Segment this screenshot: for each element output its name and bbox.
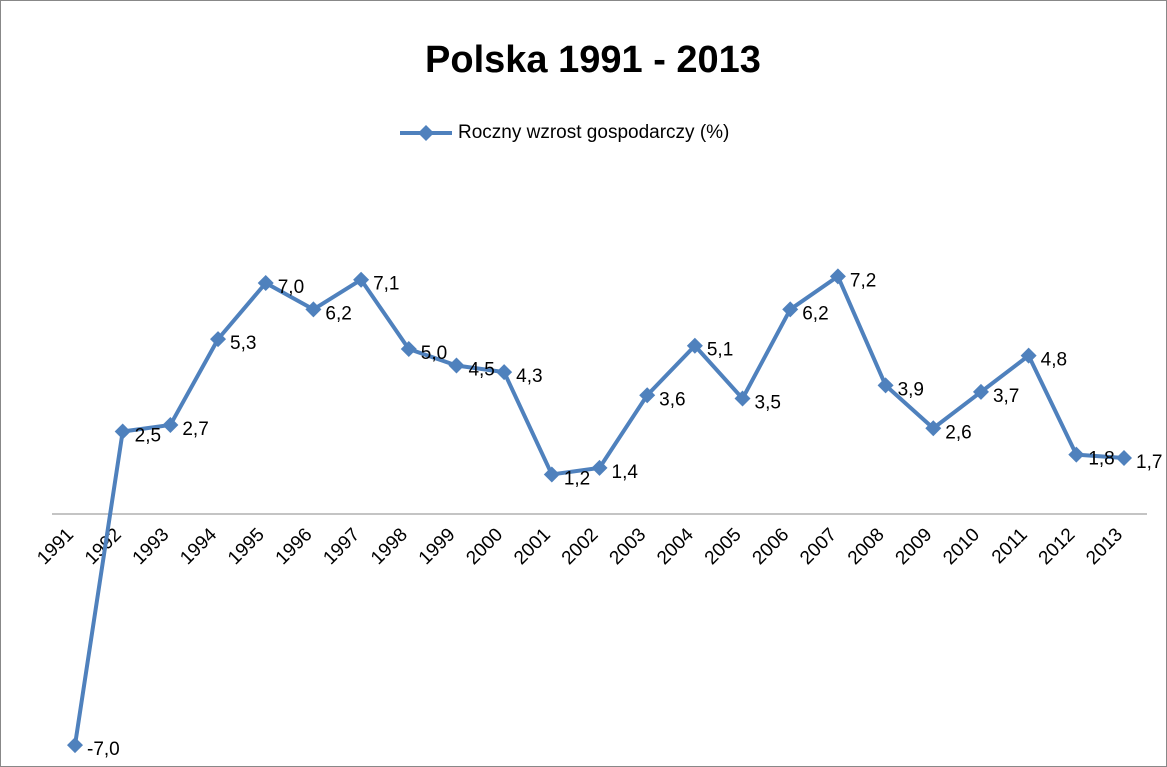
chart-title: Polska 1991 - 2013 [425,39,761,81]
point-marker [1116,449,1132,466]
point-marker [400,341,417,358]
point-marker [639,387,656,404]
data-label: 4,3 [516,366,542,387]
point-marker [448,357,465,374]
point-marker [925,420,942,437]
data-label: 3,5 [755,393,781,414]
point-marker [162,416,179,433]
data-label: 3,9 [898,379,924,400]
data-label: 4,5 [468,360,494,381]
data-label: 6,2 [802,303,828,324]
data-label: 5,1 [707,340,733,361]
data-label: 2,5 [135,426,161,447]
data-label: 1,2 [564,468,590,489]
data-label: 5,0 [421,343,447,364]
data-label: 7,1 [373,274,399,295]
point-marker [114,423,131,440]
point-marker [829,268,846,285]
point-marker [1068,446,1085,463]
point-marker [591,459,608,476]
point-marker [782,301,799,318]
data-label: 7,0 [278,277,304,298]
data-label: 1,8 [1088,449,1114,470]
data-label: 5,3 [230,333,256,354]
data-label: 1,7 [1136,452,1162,473]
point-marker [543,466,560,483]
point-marker [877,377,894,394]
point-marker [734,390,751,407]
data-label: 1,4 [612,462,639,483]
data-label: 3,7 [993,386,1019,407]
point-marker [972,383,989,400]
point-marker [210,331,227,348]
legend-label: Roczny wzrost gospodarczy (%) [458,122,729,143]
data-label: 2,6 [945,422,971,443]
data-label: -7,0 [87,739,120,760]
data-label: 6,2 [325,303,351,324]
point-marker [686,337,703,354]
point-marker [1020,347,1037,364]
data-label: 2,7 [182,419,208,440]
data-label: 4,8 [1041,350,1067,371]
point-marker [67,737,83,754]
data-label: 3,6 [659,389,685,410]
legend-marker [418,125,434,141]
point-marker [496,364,513,381]
data-label: 7,2 [850,270,876,291]
point-marker [257,275,274,292]
point-marker [353,271,370,288]
point-marker [305,301,322,318]
